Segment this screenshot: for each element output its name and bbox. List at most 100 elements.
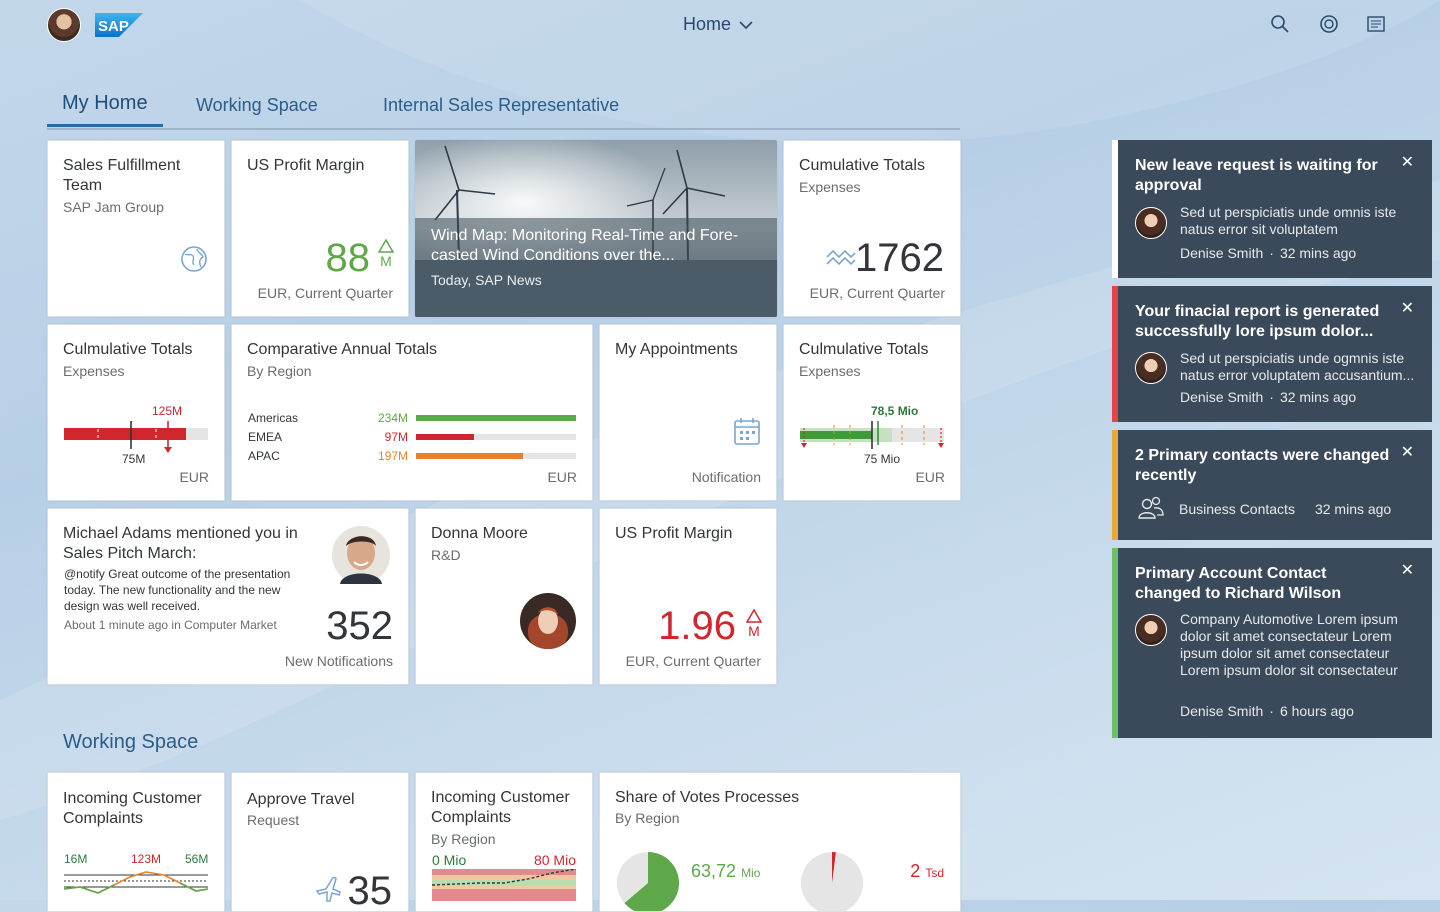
- notification-card[interactable]: New leave request is waiting for approva…: [1112, 140, 1432, 278]
- tile-title: Cumulative Totals: [799, 157, 925, 174]
- notification-card[interactable]: Your finacial report is generated succes…: [1112, 286, 1432, 422]
- notification-time: 32 mins ago: [1279, 389, 1357, 405]
- tile-subtitle: Expenses: [799, 179, 861, 195]
- close-icon[interactable]: ✕: [1400, 300, 1414, 317]
- range-max-label: 80 Mio: [533, 852, 576, 868]
- tab-internal-sales-representative[interactable]: Internal Sales Representative: [383, 95, 620, 115]
- waves-icon: [826, 249, 856, 266]
- news-image: [415, 140, 777, 317]
- pie-micro-chart-1: [617, 852, 679, 911]
- search-icon[interactable]: [1270, 14, 1290, 34]
- tile-footer: New Notifications: [284, 653, 393, 669]
- tile-us-profit-margin-2[interactable]: US Profit Margin 1.96 M EUR, Current Qua…: [599, 508, 777, 685]
- tile-share-of-votes[interactable]: Share of Votes Processes By Region 63,72…: [599, 772, 961, 912]
- tab-my-home[interactable]: My Home: [62, 92, 148, 114]
- chevron-down-icon: [739, 20, 753, 29]
- user-avatar[interactable]: [47, 8, 81, 42]
- tile-culmulative-totals-bullet-green[interactable]: Culmulative Totals Expenses 78,5 Mio 75 …: [783, 324, 961, 501]
- tab-working-space[interactable]: Working Space: [196, 95, 318, 115]
- michael-adams-avatar: [332, 526, 390, 584]
- tile-culmulative-totals-bullet-red[interactable]: Culmulative Totals Expenses 125M 75M EUR: [47, 324, 225, 501]
- chart-label-start: 16M: [64, 852, 88, 866]
- avatar: [1135, 352, 1167, 384]
- tile-incoming-complaints[interactable]: Incoming Customer Complaints 16M 123M 56…: [47, 772, 225, 912]
- comparison-bar-track: [416, 415, 576, 421]
- comparison-row-label: EMEA: [248, 430, 283, 444]
- tile-subtitle: By Region: [247, 363, 312, 379]
- tile-cumulative-totals[interactable]: Cumulative Totals Expenses 1762 EUR, Cur…: [783, 140, 961, 317]
- notification-count: 352: [326, 604, 393, 648]
- tile-title: Approve Travel: [247, 791, 355, 808]
- notification-meta: Denise Smith · 32 mins ago: [1180, 245, 1357, 261]
- avatar: [1135, 614, 1167, 646]
- tile-my-appointments[interactable]: My Appointments Notification: [599, 324, 777, 501]
- tile-sales-fulfillment[interactable]: Sales Fulfillment Team SAP Jam Group: [47, 140, 225, 317]
- notification-time: 32 mins ago: [1314, 501, 1392, 517]
- area-micro-chart: [432, 869, 577, 901]
- pie-value-1-unit: Mio: [741, 866, 761, 880]
- kpi-value: 1.96: [658, 604, 736, 648]
- notification-body: Sed ut perspiciatis unde ogmnis iste nat…: [1180, 350, 1415, 383]
- trend-up: M: [746, 609, 762, 639]
- mention-body: @notify Great outcome of the presentatio…: [64, 567, 291, 613]
- tile-subtitle: Request: [247, 812, 300, 828]
- comparison-row: APAC 197M: [248, 449, 576, 463]
- notification-card[interactable]: 2 Primary contacts were changed recently…: [1112, 430, 1432, 540]
- kpi-value: 35: [347, 869, 393, 912]
- notifications-menu-icon[interactable]: [1366, 14, 1386, 34]
- tile-title: Comparative Annual Totals: [247, 341, 438, 358]
- tile-title: Incoming Customer Complaints: [431, 789, 570, 826]
- notification-source: Business Contacts: [1179, 501, 1295, 517]
- tile-approve-travel[interactable]: Approve Travel Request 35: [231, 772, 409, 912]
- notification-time: 32 mins ago: [1279, 245, 1357, 261]
- notification-time: 6 hours ago: [1279, 703, 1354, 719]
- chart-label-peak: 123M: [131, 852, 162, 866]
- people-icon: [1138, 496, 1164, 519]
- copilot-icon[interactable]: [1319, 14, 1339, 34]
- notification-title: New leave request is waiting for approva…: [1135, 157, 1378, 194]
- kpi-unit: M: [748, 623, 760, 639]
- tile-footer: EUR, Current Quarter: [625, 653, 761, 669]
- tile-title: US Profit Margin: [615, 525, 733, 542]
- tile-mention[interactable]: Michael Adams mentioned you in Sales Pit…: [47, 508, 409, 685]
- tile-subtitle: SAP Jam Group: [63, 199, 164, 215]
- tile-footer: EUR, Current Quarter: [257, 285, 393, 301]
- tile-title: Share of Votes Processes: [615, 789, 800, 806]
- tile-comparative-annual-totals[interactable]: Comparative Annual Totals By Region Amer…: [231, 324, 593, 501]
- comparison-row-label: Americas: [248, 411, 299, 425]
- tile-subtitle: By Region: [431, 831, 496, 847]
- notification-author: Denise Smith: [1180, 245, 1264, 261]
- pie-value-2-unit: Tsd: [925, 866, 944, 880]
- bullet-chart: [800, 421, 944, 449]
- sap-logo: SAP: [95, 13, 143, 37]
- close-icon[interactable]: ✕: [1400, 444, 1414, 461]
- close-icon[interactable]: ✕: [1400, 154, 1414, 171]
- triangle-up-icon: [746, 609, 762, 623]
- pie-value-1: 63,72 Mio: [691, 861, 760, 882]
- notification-meta: Business Contacts 32 mins ago: [1179, 501, 1391, 517]
- shell-title-menu[interactable]: Home: [683, 14, 753, 35]
- tile-footer: EUR, Current Quarter: [809, 285, 945, 301]
- tile-donna-moore[interactable]: Donna Moore R&D: [415, 508, 593, 685]
- bullet-actual-label: 75 Mio: [864, 452, 901, 466]
- notification-meta: Denise Smith · 6 hours ago: [1180, 703, 1354, 719]
- tile-subtitle: Expenses: [63, 363, 125, 379]
- pie-value-1-number: 63,72: [691, 861, 737, 881]
- page-tabs: My Home Working Space Internal Sales Rep…: [47, 88, 960, 130]
- tile-incoming-complaints-region[interactable]: Incoming Customer Complaints By Region 0…: [415, 772, 593, 912]
- tile-title: My Appointments: [615, 341, 738, 358]
- tile-footer: Notification: [691, 469, 761, 485]
- range-min-label: 0 Mio: [432, 852, 467, 868]
- tile-title: Sales Fulfillment Team: [63, 157, 181, 194]
- comparison-bar: [416, 453, 524, 459]
- notification-body: Sed ut perspiciatis unde omnis iste natu…: [1180, 204, 1397, 237]
- tile-subtitle: R&D: [431, 547, 461, 563]
- tile-title: US Profit Margin: [247, 157, 365, 174]
- close-icon[interactable]: ✕: [1400, 562, 1414, 579]
- comparison-row-value: 197M: [377, 449, 408, 463]
- tile-news[interactable]: Wind Map: Monitoring Real-Time and Fore-…: [415, 140, 777, 317]
- mention-meta: About 1 minute ago in Computer Market: [64, 618, 277, 632]
- notification-card[interactable]: Primary Account Contact changed to Richa…: [1112, 548, 1432, 738]
- tile-us-profit-margin[interactable]: US Profit Margin 88 M EUR, Current Quart…: [231, 140, 409, 317]
- avatar: [1135, 207, 1167, 239]
